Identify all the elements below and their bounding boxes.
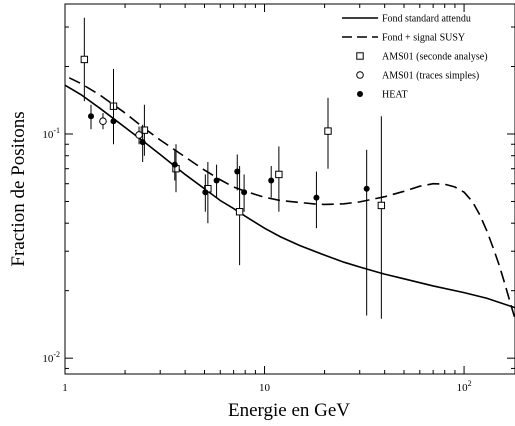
heat-marker [171,161,178,168]
heat-marker [234,168,241,175]
y-axis-label: Fraction de Positons [8,111,29,266]
x-tick-label: 102 [457,379,472,394]
ams01-square-marker [235,208,244,216]
legend-label: Fond standard attendu [382,14,471,25]
legend-label: AMS01 (traces simples) [382,71,479,82]
susy-signal-curve [68,77,515,319]
ams01-square-marker [324,127,332,135]
heat-marker [213,177,220,184]
legend-square-marker [356,52,364,60]
ams01-circle-marker [135,131,143,139]
heat-marker [110,118,117,125]
ams01-circle-marker [99,117,107,126]
legend-circle-marker [356,71,364,79]
plot-frame [64,3,515,375]
y-tick-label: 10-2 [42,350,60,365]
heat-marker [139,139,146,146]
ams01-square-marker [377,201,386,210]
ams01-square-marker [275,170,283,179]
heat-marker [268,177,275,184]
legend-filled-marker [357,91,363,97]
heat-marker [363,185,370,192]
legend-label: HEAT [382,90,408,101]
data-points [80,17,386,319]
axis-ticks: 1 10 102 10-2 10-1 [42,4,515,394]
legend: Fond standard attendu Fond + signal SUSY A… [342,14,488,101]
curves [65,77,515,319]
x-tick-label: 10 [259,382,271,394]
heat-marker [88,113,95,120]
legend-label: Fond + signal SUSY [382,33,465,44]
x-tick-label: 1 [62,382,68,394]
ams01-square-marker [140,126,149,134]
x-axis-label: Energie en GeV [228,400,350,421]
ams01-square-marker [80,55,89,64]
heat-marker [313,194,320,201]
legend-label: AMS01 (seconde analyse) [382,52,488,63]
y-tick-label: 10-1 [42,126,60,141]
heat-marker [202,189,209,196]
heat-marker [241,189,248,196]
